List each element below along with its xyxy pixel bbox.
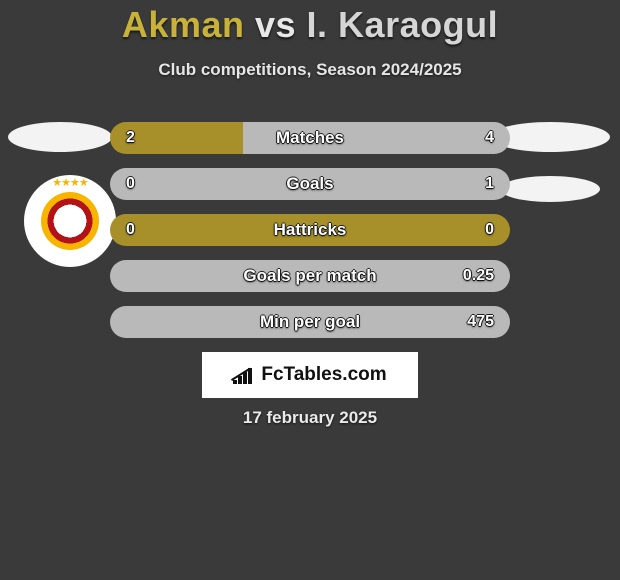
stat-label: Hattricks: [110, 214, 510, 246]
stat-row: 0.25Goals per match: [110, 260, 510, 292]
stat-row: 24Matches: [110, 122, 510, 154]
stat-label: Matches: [110, 122, 510, 154]
stat-label: Goals per match: [110, 260, 510, 292]
stats-bars: 24Matches 01Goals 00Hattricks 0.25Goals per…: [110, 122, 510, 352]
player1-club-ellipse-top: [8, 122, 112, 152]
comparison-title: Akman vs I. Karaogul: [0, 4, 620, 46]
stat-label: Goals: [110, 168, 510, 200]
club-crest-icon: ★★★★: [41, 192, 99, 250]
player1-name: Akman: [122, 4, 245, 45]
player2-club-ellipse-mid: [500, 176, 600, 202]
subtitle: Club competitions, Season 2024/2025: [0, 60, 620, 80]
brand-text: FcTables.com: [261, 364, 386, 386]
stat-row: 00Hattricks: [110, 214, 510, 246]
snapshot-date: 17 february 2025: [0, 408, 620, 428]
stat-label: Min per goal: [110, 306, 510, 338]
stat-row: 01Goals: [110, 168, 510, 200]
brand-watermark: FcTables.com: [202, 352, 418, 398]
player2-name: I. Karaogul: [307, 4, 499, 45]
brand-bars-icon: [233, 366, 255, 384]
galatasaray-badge: ★★★★: [24, 175, 116, 267]
stat-row: 475Min per goal: [110, 306, 510, 338]
vs-separator: vs: [255, 4, 296, 45]
crest-stars-icon: ★★★★: [41, 176, 99, 189]
